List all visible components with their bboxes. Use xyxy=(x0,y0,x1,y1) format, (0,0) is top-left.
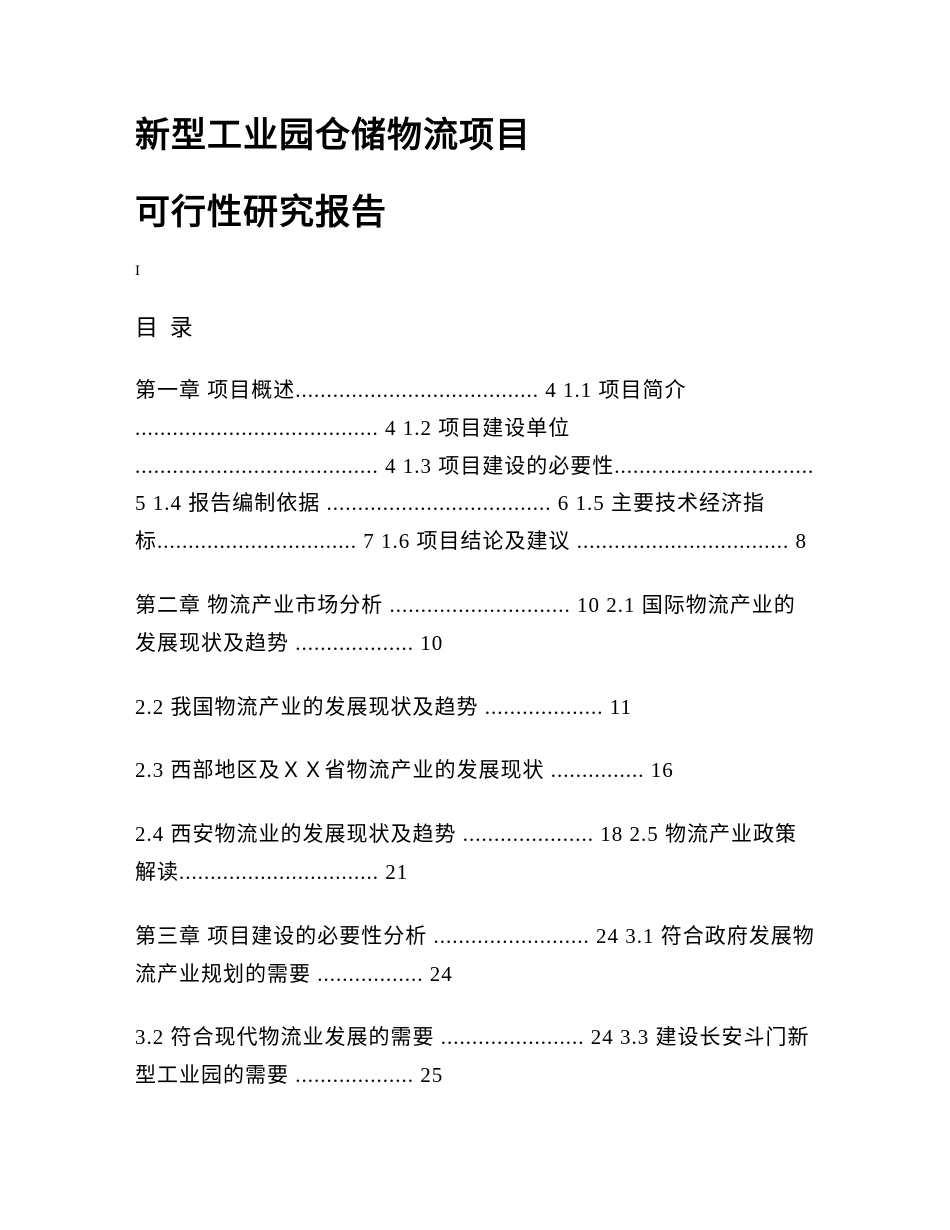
page-marker: I xyxy=(135,263,815,280)
toc-block-section22: 2.2 我国物流产业的发展现状及趋势 ................... 1… xyxy=(135,689,815,727)
document-title-line2: 可行性研究报告 xyxy=(135,187,815,240)
toc-block-section24: 2.4 西安物流业的发展现状及趋势 ..................... … xyxy=(135,816,815,892)
toc-block-chapter1: 第一章 项目概述................................… xyxy=(135,372,815,561)
toc-block-chapter3: 第三章 项目建设的必要性分析 .........................… xyxy=(135,918,815,994)
toc-block-section23: 2.3 西部地区及ＸＸ省物流产业的发展现状 ............... 16 xyxy=(135,752,815,790)
toc-block-section32: 3.2 符合现代物流业发展的需要 .......................… xyxy=(135,1019,815,1095)
toc-heading: 目 录 xyxy=(135,308,815,342)
toc-block-chapter2: 第二章 物流产业市场分析 ...........................… xyxy=(135,587,815,663)
document-title-line1: 新型工业园仓储物流项目 xyxy=(135,110,815,163)
